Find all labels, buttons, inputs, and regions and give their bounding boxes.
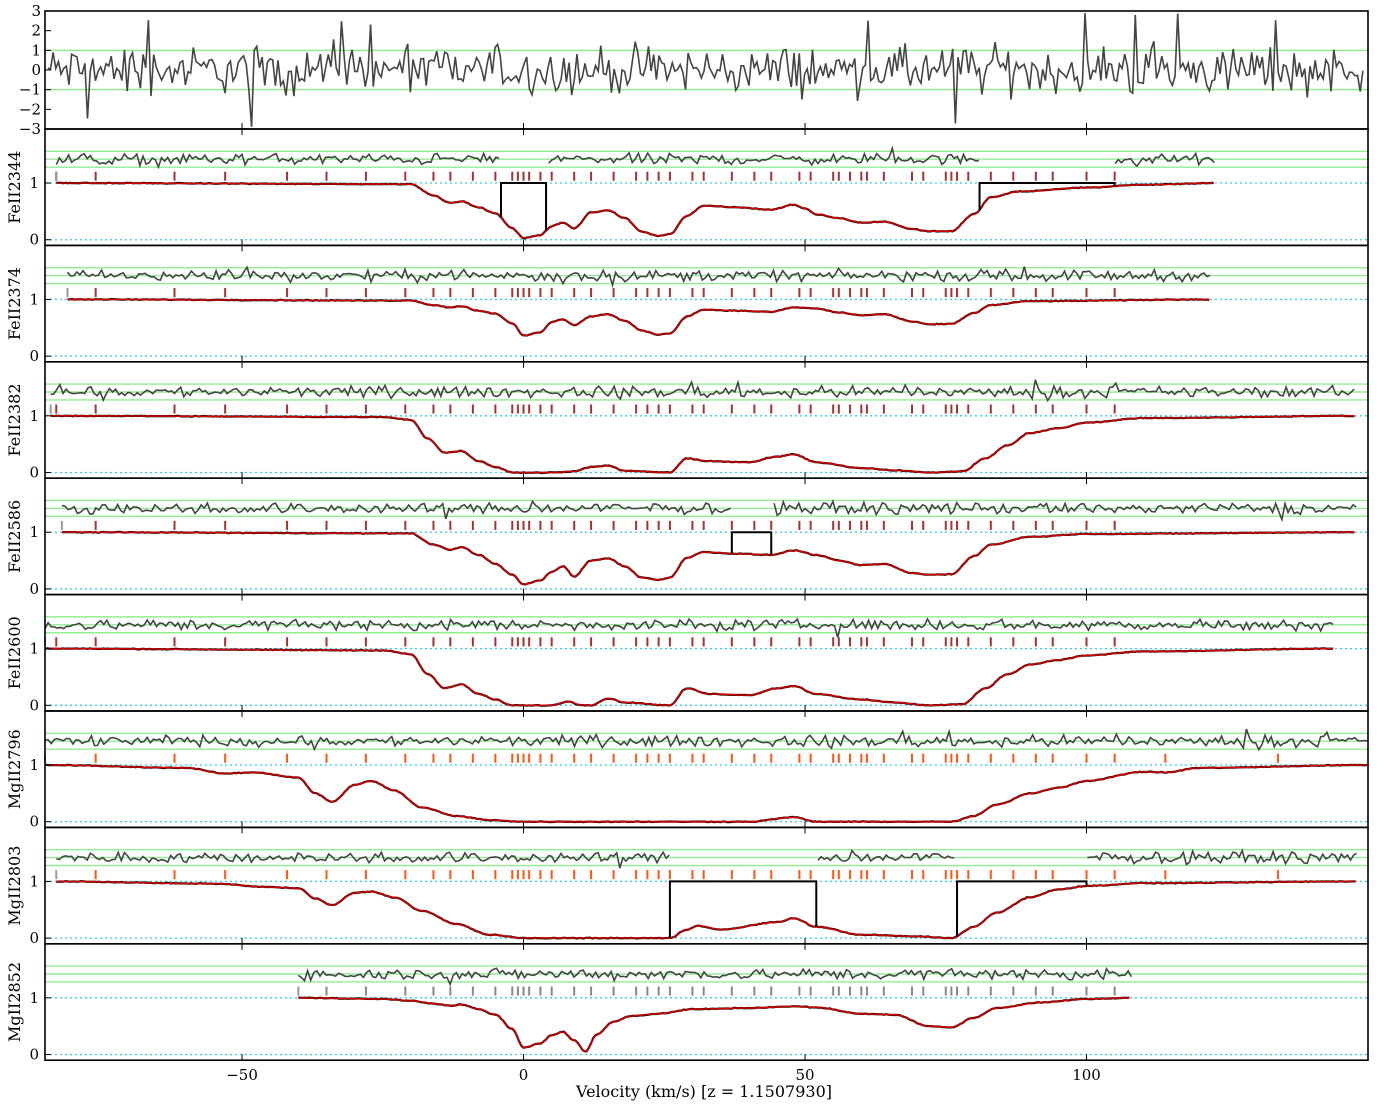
spectrum-data bbox=[50, 414, 1355, 475]
voigt-model bbox=[45, 647, 1334, 707]
panel-ytick-label: 0 bbox=[29, 696, 39, 714]
panel-feii2344: 1 0 FeII2344 bbox=[5, 128, 1369, 249]
panel-ytick-label: 0 bbox=[29, 347, 39, 365]
panel-ytick-label: 1 bbox=[29, 872, 39, 890]
panel-ion-label: FeII2600 bbox=[5, 616, 24, 689]
spectrum-data bbox=[44, 647, 1334, 707]
masked-region bbox=[730, 531, 773, 555]
voigt-model bbox=[61, 531, 1355, 586]
x-axis-label: Velocity (km/s) [z = 1.1507930] bbox=[575, 1082, 832, 1101]
residual-ytick-label: 2 bbox=[31, 22, 41, 40]
residual-ytick-label: −2 bbox=[19, 100, 41, 118]
voigt-model bbox=[56, 880, 1356, 939]
panel-ytick-label: 0 bbox=[29, 464, 39, 482]
panel-mgii2796: 1 0 MgII2796 bbox=[5, 710, 1369, 831]
x-tick-label: 0 bbox=[519, 1066, 529, 1084]
panels-layer: 3210−1−2−310FeII234410FeII237410FeII2382… bbox=[5, 2, 1369, 1084]
panel-feii2382: 1 0 FeII2382 bbox=[5, 360, 1369, 482]
panel-ytick-label: 1 bbox=[29, 407, 39, 425]
panel-ion-label: FeII2382 bbox=[5, 383, 24, 456]
panel-ytick-label: 0 bbox=[29, 813, 39, 831]
panel-feii2374: 1 0 FeII2374 bbox=[5, 244, 1369, 365]
residual-ytick-label: 3 bbox=[31, 2, 41, 20]
panel-frame bbox=[44, 942, 1369, 1061]
masked-region bbox=[978, 182, 1116, 210]
panel-ytick-label: 0 bbox=[29, 231, 39, 249]
panel-frame bbox=[44, 710, 1369, 829]
panel-feii2586: 1 0 FeII2586 bbox=[5, 477, 1369, 598]
voigt-model bbox=[298, 997, 1130, 1053]
spectrum-data bbox=[56, 880, 1356, 940]
panel-residual-trace bbox=[55, 145, 1215, 170]
residual-trace bbox=[47, 13, 1364, 127]
panel-residual-trace bbox=[297, 967, 1133, 987]
panel-residual-trace bbox=[66, 265, 1211, 289]
x-tick-label: 100 bbox=[1072, 1066, 1101, 1084]
panel-residual-trace bbox=[44, 728, 1368, 752]
masked-region bbox=[668, 880, 818, 939]
voigt-model bbox=[45, 764, 1367, 823]
panel-ion-label: FeII2344 bbox=[5, 151, 24, 224]
residual-ytick-label: −3 bbox=[19, 120, 41, 138]
panel-residual-trace bbox=[61, 498, 1357, 523]
panel-ion-label: MgII2796 bbox=[5, 729, 24, 809]
panel-ytick-label: 1 bbox=[29, 756, 39, 774]
panel-ytick-label: 0 bbox=[29, 1046, 39, 1064]
panel-residual-trace bbox=[44, 617, 1334, 638]
panel-ytick-label: 1 bbox=[29, 290, 39, 308]
x-tick-label: −50 bbox=[226, 1066, 258, 1084]
residual-panel: 3 21 0 −1−2 −3 bbox=[19, 2, 1369, 138]
panel-frame bbox=[44, 477, 1369, 596]
masked-region bbox=[500, 182, 548, 231]
spectrum-data bbox=[298, 996, 1130, 1053]
voigt-model bbox=[56, 182, 1214, 239]
panel-ion-label: MgII2803 bbox=[5, 846, 24, 926]
residual-ytick-label: −1 bbox=[19, 81, 41, 99]
panel-ytick-label: 0 bbox=[29, 929, 39, 947]
residual-ytick-label: 0 bbox=[31, 61, 41, 79]
panel-mgii2852: 1 0 MgII2852 bbox=[5, 942, 1369, 1064]
panel-ion-label: MgII2852 bbox=[5, 962, 24, 1042]
panel-ion-label: FeII2374 bbox=[5, 267, 24, 340]
x-tick-label: 50 bbox=[795, 1066, 814, 1084]
panel-mgii2803: 1 0 MgII2803 bbox=[5, 826, 1369, 947]
panel-frame bbox=[44, 128, 1369, 247]
voigt-model bbox=[50, 415, 1355, 474]
panel-ion-label: FeII2586 bbox=[5, 500, 24, 573]
residual-ytick-label: 1 bbox=[31, 41, 41, 59]
panel-ytick-label: 1 bbox=[29, 174, 39, 192]
panel-frame bbox=[44, 244, 1369, 363]
panel-feii2600: 1 0 FeII2600 bbox=[5, 593, 1369, 714]
panel-ytick-label: 1 bbox=[29, 640, 39, 658]
panel-ytick-label: 0 bbox=[29, 580, 39, 598]
residual-frame bbox=[44, 10, 1369, 130]
panel-residual-trace bbox=[56, 848, 1358, 869]
voigt-model bbox=[67, 298, 1210, 337]
panel-ytick-label: 1 bbox=[29, 523, 39, 541]
panel-ytick-label: 1 bbox=[29, 989, 39, 1007]
masked-region bbox=[956, 880, 1088, 937]
spectrum-data bbox=[61, 530, 1355, 586]
panel-residual-trace bbox=[50, 379, 1355, 403]
